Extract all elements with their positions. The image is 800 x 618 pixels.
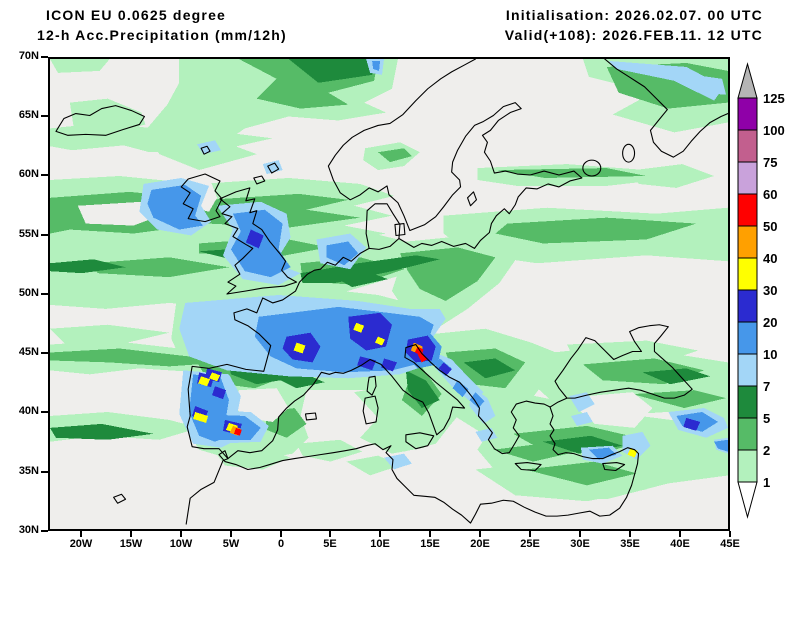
legend-swatch xyxy=(737,289,758,323)
legend-swatch xyxy=(737,257,758,291)
lat-tick xyxy=(41,115,48,117)
lon-tick xyxy=(729,531,731,537)
legend-swatch xyxy=(737,193,758,227)
lon-label: 40E xyxy=(670,538,690,550)
lon-tick xyxy=(429,531,431,537)
lon-label: 0 xyxy=(277,538,285,550)
legend-overflow-triangle xyxy=(737,62,758,99)
legend-label: 7 xyxy=(763,379,770,394)
legend-underflow-triangle xyxy=(737,481,758,519)
lon-label: 5E xyxy=(323,538,337,550)
legend-label: 50 xyxy=(763,219,777,234)
lon-tick xyxy=(130,531,132,537)
lon-label: 25E xyxy=(520,538,540,550)
lon-tick xyxy=(479,531,481,537)
precipitation-map xyxy=(50,59,728,525)
lon-tick xyxy=(529,531,531,537)
lon-tick xyxy=(679,531,681,537)
precip-light-green-layer xyxy=(50,59,728,502)
legend-swatch xyxy=(737,385,758,419)
lon-label: 15W xyxy=(119,538,143,550)
legend-label: 20 xyxy=(763,315,777,330)
legend-swatch xyxy=(737,161,758,195)
legend-label: 75 xyxy=(763,155,777,170)
legend-label: 10 xyxy=(763,347,777,362)
lat-label: 30N xyxy=(18,524,39,536)
init-time: Initialisation: 2026.02.07. 00 UTC xyxy=(505,7,763,23)
product-title: 12-h Acc.Precipitation (mm/12h) xyxy=(37,27,287,43)
legend-label: 125 xyxy=(763,91,785,106)
lon-tick xyxy=(329,531,331,537)
precip-color-scale: 125 100 75 60 50 40 30 20 10 7 5 2 1 xyxy=(737,62,785,519)
valid-time: Valid(+108): 2026.FEB.11. 12 UTC xyxy=(504,27,763,43)
legend-swatch xyxy=(737,97,758,131)
legend-swatch xyxy=(737,417,758,451)
legend-label: 1 xyxy=(763,475,770,490)
lat-tick xyxy=(41,56,48,58)
lon-tick xyxy=(80,531,82,537)
lon-tick xyxy=(579,531,581,537)
lat-label: 60N xyxy=(18,168,39,180)
legend-label: 2 xyxy=(763,443,770,458)
lon-tick xyxy=(379,531,381,537)
legend-swatch xyxy=(737,129,758,163)
legend-label: 60 xyxy=(763,187,777,202)
lat-tick xyxy=(41,352,48,354)
legend-label: 5 xyxy=(763,411,770,426)
lon-label: 45E xyxy=(720,538,740,550)
map-canvas xyxy=(48,57,730,531)
lon-label: 20W xyxy=(69,538,93,550)
legend-swatch xyxy=(737,449,758,483)
lat-label: 70N xyxy=(18,50,39,62)
lat-tick xyxy=(41,174,48,176)
lat-label: 40N xyxy=(18,405,39,417)
lon-tick xyxy=(629,531,631,537)
legend-swatch xyxy=(737,353,758,387)
lon-label: 15E xyxy=(420,538,440,550)
lat-tick xyxy=(41,471,48,473)
lon-label: 20E xyxy=(470,538,490,550)
lon-label: 10W xyxy=(169,538,193,550)
lon-label: 35E xyxy=(620,538,640,550)
lat-label: 55N xyxy=(18,228,39,240)
coastlines xyxy=(55,59,728,525)
lon-tick xyxy=(230,531,232,537)
lon-label: 30E xyxy=(570,538,590,550)
lat-label: 50N xyxy=(18,287,39,299)
model-title: ICON EU 0.0625 degree xyxy=(46,7,227,23)
legend-swatch xyxy=(737,321,758,355)
lat-tick xyxy=(41,234,48,236)
lon-tick xyxy=(180,531,182,537)
lat-label: 65N xyxy=(18,109,39,121)
lat-tick xyxy=(41,411,48,413)
lat-label: 45N xyxy=(18,346,39,358)
legend-label: 30 xyxy=(763,283,777,298)
lat-tick xyxy=(41,293,48,295)
lon-label: 10E xyxy=(370,538,390,550)
lat-tick xyxy=(41,530,48,532)
lon-label: 5W xyxy=(222,538,240,550)
legend-label: 100 xyxy=(763,123,785,138)
legend-label: 40 xyxy=(763,251,777,266)
lon-tick xyxy=(280,531,282,537)
legend-swatch xyxy=(737,225,758,259)
lat-label: 35N xyxy=(18,465,39,477)
precip-red-layer xyxy=(233,346,427,436)
